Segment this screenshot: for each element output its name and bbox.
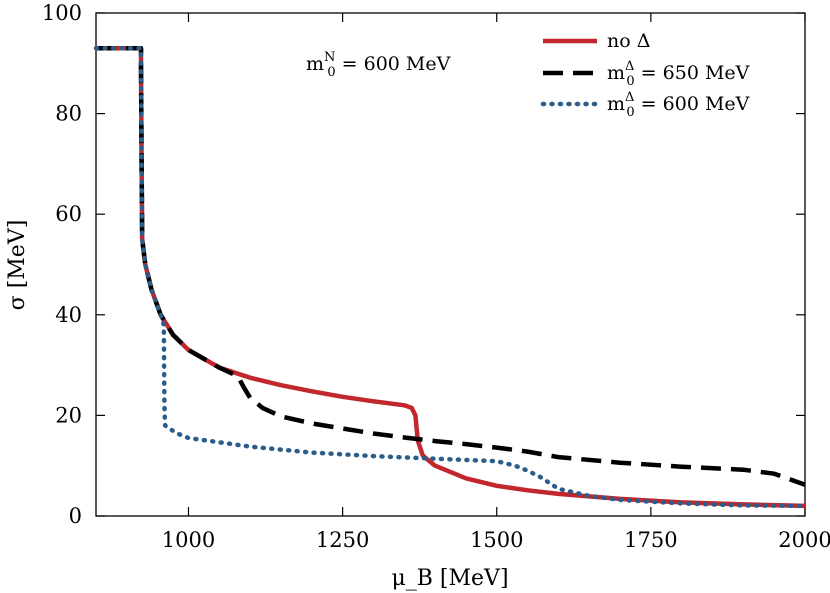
annotation-mass: mN 0 = 600 MeV — [306, 50, 451, 80]
text-sup: Δ — [625, 90, 634, 105]
text-sub: 0 — [626, 74, 634, 89]
text-rest: = 600 MeV — [635, 93, 750, 115]
series-line-0 — [96, 45, 806, 509]
text-sub: 0 — [626, 105, 634, 120]
x-tick-label: 1750 — [624, 528, 677, 552]
legend-label-0: no Δ — [607, 30, 650, 52]
x-tick-label: 1000 — [162, 528, 215, 552]
y-tick-label: 60 — [55, 202, 82, 226]
y-tick-label: 40 — [55, 303, 82, 327]
x-tick-label: 1250 — [316, 528, 369, 552]
y-tick-label: 100 — [42, 1, 82, 25]
x-tick-label: 1500 — [470, 528, 523, 552]
plot-area — [95, 12, 806, 517]
text-base: no Δ — [607, 30, 650, 52]
text-sup: Δ — [625, 59, 634, 74]
tick-labels: 1000 1250 1500 1750 2000 0 20 40 60 80 100 — [42, 1, 830, 552]
text-rest: = 600 MeV — [336, 53, 451, 75]
text-base: m — [306, 53, 324, 75]
y-tick-label: 0 — [69, 504, 82, 528]
series-line-2 — [93, 45, 808, 509]
x-axis-label: μ_B [MeV] — [391, 566, 508, 591]
y-axis-label: σ [MeV] — [5, 220, 30, 311]
y-tick-label: 80 — [55, 102, 82, 126]
legend-label-2: mΔ 0 = 600 MeV — [607, 90, 750, 120]
axis-ticks — [96, 12, 806, 517]
plot-frame — [95, 12, 806, 517]
y-tick-label: 20 — [55, 403, 82, 427]
text-base: m — [607, 93, 625, 115]
legend-label-1: mΔ 0 = 650 MeV — [607, 59, 750, 89]
x-tick-label: 2000 — [778, 528, 830, 552]
series-layer — [93, 45, 808, 509]
text-base: m — [607, 62, 625, 84]
text-sub: 0 — [327, 65, 335, 80]
text-rest: = 650 MeV — [635, 62, 750, 84]
text-sup: N — [324, 50, 335, 65]
